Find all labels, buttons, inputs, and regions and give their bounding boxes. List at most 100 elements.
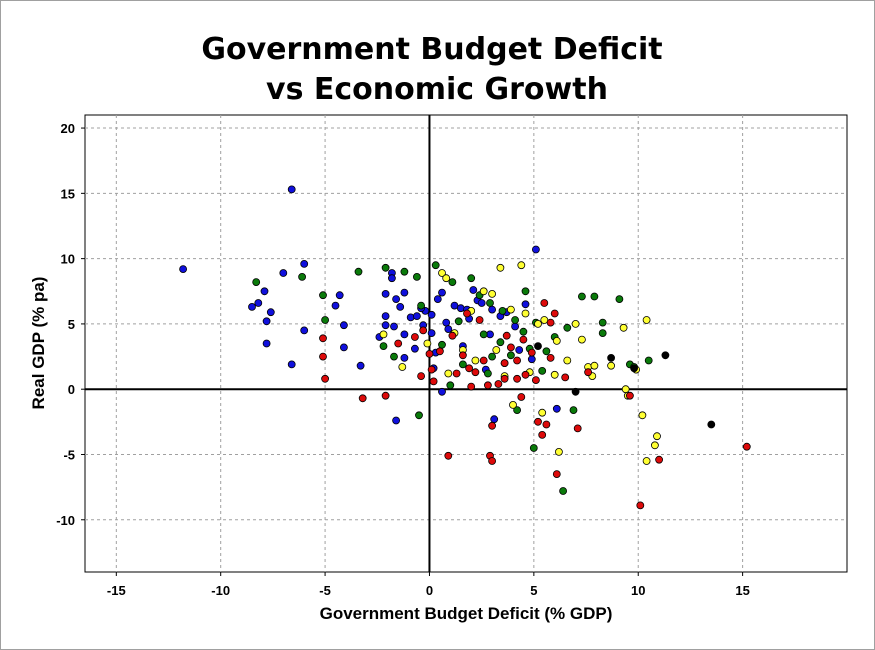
scatter-point-red (517, 393, 526, 401)
y-tick-label: 5 (68, 317, 75, 332)
scatter-point-blue (396, 302, 405, 311)
scatter-point-green (486, 299, 494, 307)
scatter-point-red (506, 343, 515, 352)
scatter-point-green (446, 381, 455, 390)
scatter-point-green (467, 274, 476, 283)
scatter-point-blue (266, 308, 275, 317)
scatter-point-red (527, 348, 536, 357)
scatter-point-green (519, 327, 528, 336)
scatter-point-yellow (509, 400, 517, 409)
scatter-point-yellow (488, 289, 497, 298)
scatter-point-green (498, 306, 507, 315)
scatter-point-red (475, 316, 484, 324)
scatter-point-green (644, 356, 653, 365)
scatter-point-red (321, 374, 330, 383)
scatter-point-yellow (621, 385, 630, 394)
y-tick-label: 15 (61, 186, 75, 201)
scatter-point-blue (287, 360, 296, 369)
scatter-point-blue (444, 325, 453, 334)
y-tick-label: 10 (61, 252, 75, 267)
x-tick-label: -15 (107, 583, 126, 598)
scatter-point-green (513, 406, 521, 415)
scatter-point-red (319, 334, 327, 343)
scatter-point-green (483, 369, 492, 378)
scatter-point-yellow (651, 441, 659, 450)
scatter-point-yellow (521, 309, 530, 318)
x-tick-label: 10 (631, 583, 645, 598)
scatter-point-red (538, 430, 547, 439)
scatter-point-red (483, 381, 492, 390)
scatter-point-blue (390, 322, 398, 331)
scatter-point-blue (427, 310, 436, 319)
scatter-point-red (358, 394, 367, 403)
scatter-point-black (707, 420, 716, 429)
scatter-point-blue (287, 185, 296, 194)
scatter-point-green (506, 351, 515, 360)
scatter-point-red (419, 326, 428, 335)
scatter-point-blue (400, 330, 409, 339)
scatter-point-blue (392, 416, 401, 425)
scatter-point-blue (412, 312, 421, 321)
scatter-point-green (319, 291, 327, 300)
scatter-point-blue (438, 387, 446, 396)
scatter-point-red (425, 349, 434, 358)
scatter-point-red (519, 335, 528, 344)
scatter-point-green (590, 292, 599, 301)
y-tick-label: 0 (68, 382, 75, 397)
scatter-point-blue (279, 269, 288, 277)
scatter-point-blue (254, 299, 263, 307)
scatter-point-red (546, 318, 555, 327)
x-tick-label: 15 (735, 583, 749, 598)
y-tick-label: -5 (63, 447, 75, 462)
scatter-point-black (630, 364, 638, 373)
scatter-point-red (513, 356, 521, 365)
scatter-point-red (427, 365, 436, 374)
scatter-point-green (598, 318, 607, 327)
scatter-point-yellow (638, 411, 647, 420)
scatter-point-blue (406, 313, 415, 322)
scatter-point-blue (521, 300, 530, 309)
scatter-point-blue (392, 295, 401, 304)
scatter-point-black (607, 353, 615, 362)
scatter-point-red (552, 470, 561, 479)
scatter-point-blue (381, 289, 390, 298)
scatter-point-red (742, 442, 751, 451)
scatter-point-blue (260, 287, 269, 296)
scatter-point-red (502, 331, 511, 340)
zero-axes (85, 115, 847, 572)
scatter-point-red (381, 391, 390, 400)
scatter-point-green (615, 295, 624, 304)
scatter-point-red (319, 352, 327, 361)
scatter-point-blue (469, 286, 478, 294)
scatter-point-green (488, 352, 497, 361)
scatter-point-yellow (517, 261, 526, 270)
scatter-point-red (444, 451, 453, 460)
scatter-point-red (448, 331, 457, 340)
scatter-point-green (578, 292, 586, 301)
scatter-point-green (569, 406, 578, 415)
plot-area (84, 114, 848, 573)
scatter-point-green (400, 267, 409, 276)
scatter-point-red (465, 364, 474, 373)
scatter-point-yellow (571, 319, 580, 328)
scatter-point-blue (527, 355, 536, 364)
scatter-point-red (513, 374, 521, 383)
scatter-point-green (431, 261, 440, 270)
scatter-point-yellow (642, 457, 651, 465)
scatter-point-blue (300, 326, 309, 335)
scatter-point-blue (477, 299, 486, 307)
scatter-point-yellow (563, 356, 572, 365)
scatter-point-blue (511, 322, 519, 331)
scatter-point-red (626, 391, 634, 400)
y-tick-label: 20 (61, 121, 75, 136)
scatter-point-yellow (471, 356, 480, 365)
chart-title-line-1: Government Budget Deficit (201, 32, 662, 67)
scatter-point-blue (532, 245, 540, 254)
scatter-point-green (321, 316, 330, 324)
scatter-point-blue (300, 259, 309, 268)
chart-title-line-2: vs Economic Growth (266, 72, 608, 107)
scatter-point-green (412, 272, 421, 281)
scatter-point-red (573, 424, 582, 433)
gridlines (85, 115, 847, 572)
